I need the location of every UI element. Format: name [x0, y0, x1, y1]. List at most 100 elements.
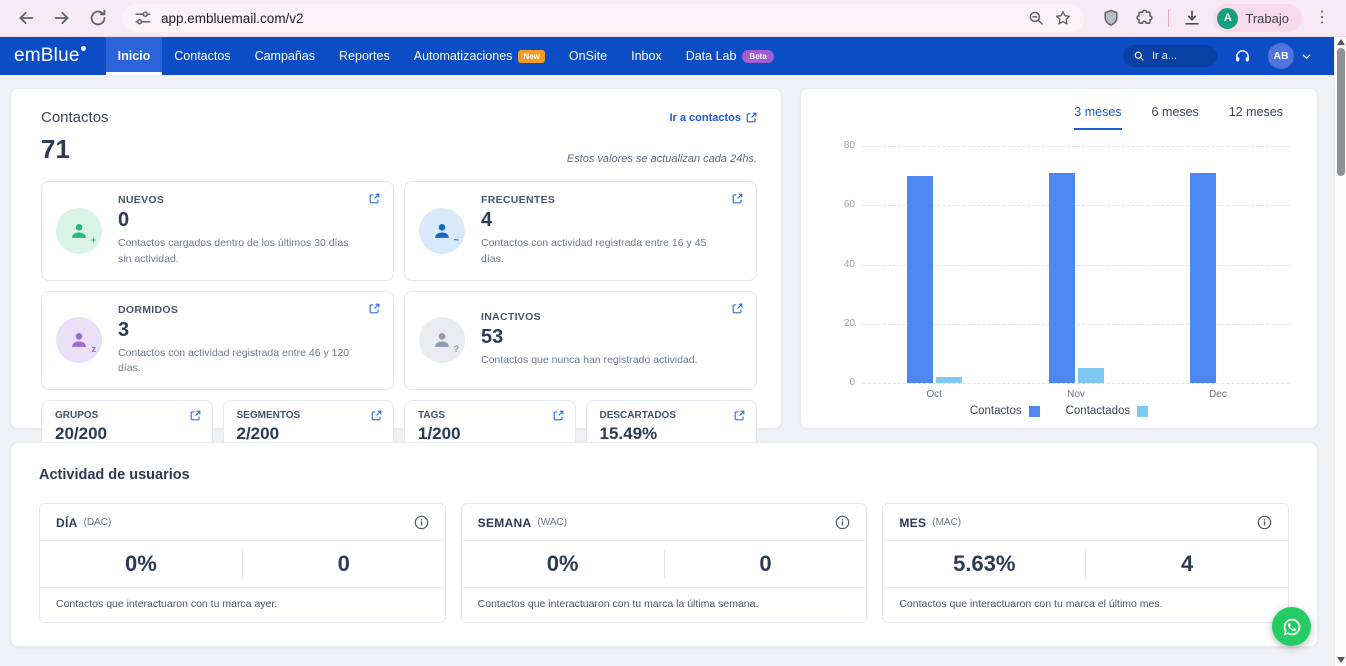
contacts-total: 71	[41, 134, 70, 165]
site-info-icon[interactable]	[134, 9, 152, 27]
user-sleep-icon: z	[56, 317, 102, 363]
nav-tab-datalab[interactable]: Data LabBeta	[674, 37, 786, 75]
activity-title: Actividad de usuarios	[39, 467, 1299, 483]
activity-percent: 5.63%	[883, 551, 1085, 577]
back-icon[interactable]	[15, 7, 37, 29]
activity-count: 0	[665, 551, 867, 577]
global-search-input[interactable]: Ir a...	[1123, 45, 1217, 67]
nav-tabs: Inicio Contactos Campañas Reportes Autom…	[106, 37, 786, 75]
whatsapp-button[interactable]	[1272, 607, 1311, 646]
tab-12-meses[interactable]: 12 meses	[1229, 105, 1283, 130]
tab-6-meses[interactable]: 6 meses	[1152, 105, 1199, 130]
chart-legend: Contactos Contactados	[801, 405, 1317, 417]
bar-contactos-oct	[907, 176, 933, 383]
profile-avatar: A	[1217, 8, 1238, 29]
user-plus-icon: +	[56, 208, 102, 254]
nav-right-group: Ir a... AB	[1123, 37, 1334, 75]
y-tick-label: 20	[825, 318, 855, 329]
address-bar[interactable]: app.embluemail.com/v2	[122, 4, 1084, 32]
nav-tab-contactos[interactable]: Contactos	[162, 37, 242, 75]
nav-tab-reportes[interactable]: Reportes	[327, 37, 402, 75]
card-desc: Contactos con actividad registrada entre…	[481, 236, 726, 268]
contacts-panel-title: Contactos	[41, 109, 109, 126]
legend-swatch	[1029, 406, 1040, 417]
bookmark-star-icon[interactable]	[1054, 9, 1072, 27]
external-link-icon	[746, 112, 757, 123]
extensions-puzzle-icon[interactable]	[1135, 8, 1155, 28]
activity-count: 0	[243, 551, 445, 577]
info-icon[interactable]	[1257, 515, 1272, 530]
update-note: Estos valores se actualizan cada 24hs.	[567, 153, 757, 165]
scrollbar-down-icon[interactable]	[1337, 657, 1345, 663]
support-headset-icon[interactable]	[1234, 48, 1251, 65]
go-to-contacts-link[interactable]: Ir a contactos	[669, 112, 757, 124]
nav-tab-automatizaciones[interactable]: AutomatizacionesNew	[402, 37, 557, 75]
whatsapp-icon	[1281, 616, 1303, 638]
card-label: FRECUENTES	[481, 194, 726, 206]
contacts-chart-panel: 3 meses 6 meses 12 meses 020406080OctNov…	[800, 88, 1318, 429]
browser-profile-chip[interactable]: A Trabajo	[1213, 4, 1302, 32]
bar-contactos-nov	[1049, 173, 1075, 383]
external-link-icon[interactable]	[369, 303, 380, 314]
activity-card-dia: DÍA (DAC) 0% 0 Contactos que interactuar…	[39, 503, 446, 623]
emblue-logo[interactable]: emBlue	[0, 37, 106, 75]
bar-group-dec	[1189, 173, 1247, 383]
user-avatar[interactable]: AB	[1268, 43, 1294, 69]
contacts-panel: Contactos Ir a contactos 71 Estos valore…	[10, 88, 782, 429]
card-value: 4	[481, 209, 726, 232]
external-link-icon[interactable]	[553, 410, 564, 421]
activity-percent: 0%	[40, 551, 242, 577]
external-link-icon[interactable]	[369, 193, 380, 204]
legend-item-contactos[interactable]: Contactos	[970, 405, 1040, 417]
external-link-icon[interactable]	[371, 410, 382, 421]
tab-3-meses[interactable]: 3 meses	[1074, 105, 1121, 130]
gridline	[863, 383, 1289, 384]
scrollbar-thumb[interactable]	[1337, 48, 1345, 176]
page-scrollbar[interactable]	[1334, 37, 1346, 666]
bar-chart-plot: 020406080OctNovDec	[863, 146, 1289, 383]
external-link-icon[interactable]	[190, 410, 201, 421]
legend-swatch	[1137, 406, 1148, 417]
info-icon[interactable]	[835, 515, 850, 530]
chart-range-tabs: 3 meses 6 meses 12 meses	[1074, 105, 1283, 130]
external-link-icon[interactable]	[734, 410, 745, 421]
downloads-icon[interactable]	[1182, 8, 1202, 28]
zoom-out-icon[interactable]	[1027, 9, 1045, 27]
nav-tab-campanas[interactable]: Campañas	[243, 37, 327, 75]
legend-item-contactados[interactable]: Contactados	[1066, 405, 1149, 417]
card-label: NUEVOS	[118, 194, 363, 206]
info-icon[interactable]	[414, 515, 429, 530]
user-activity-panel: Actividad de usuarios DÍA (DAC) 0% 0 Con…	[10, 442, 1318, 647]
external-link-icon[interactable]	[732, 303, 743, 314]
toolbar-divider	[1168, 9, 1169, 27]
reload-icon[interactable]	[87, 7, 109, 29]
nav-tab-inicio[interactable]: Inicio	[106, 37, 163, 75]
card-value: 0	[118, 209, 363, 232]
forward-icon[interactable]	[51, 7, 73, 29]
card-desc: Contactos que nunca han registrado activ…	[481, 353, 698, 369]
card-value: 3	[118, 319, 363, 342]
bar-contactados-oct	[936, 377, 962, 383]
browser-menu-icon[interactable]: ⋮	[1314, 10, 1330, 26]
url-text[interactable]: app.embluemail.com/v2	[161, 11, 304, 26]
nav-tab-onsite[interactable]: OnSite	[557, 37, 619, 75]
search-icon	[1133, 50, 1145, 62]
activity-desc: Contactos que interactuaron con tu marca…	[883, 588, 1288, 622]
activity-card-semana: SEMANA (WAC) 0% 0 Contactos que interact…	[461, 503, 868, 623]
card-label: INACTIVOS	[481, 311, 698, 323]
user-menu[interactable]: AB	[1268, 43, 1312, 69]
activity-count: 4	[1086, 551, 1288, 577]
bar-group-nov	[1047, 173, 1105, 383]
scrollbar-up-icon[interactable]	[1337, 39, 1345, 45]
gridline	[863, 146, 1289, 147]
external-link-icon[interactable]	[732, 193, 743, 204]
chevron-down-icon[interactable]	[1301, 51, 1312, 62]
contact-card-frecuentes: ~ FRECUENTES 4 Contactos con actividad r…	[404, 181, 757, 281]
nav-tab-inbox[interactable]: Inbox	[619, 37, 674, 75]
search-placeholder: Ir a...	[1152, 50, 1177, 62]
y-tick-label: 40	[825, 259, 855, 270]
activity-percent: 0%	[462, 551, 664, 577]
x-tick-label: Nov	[1046, 389, 1106, 400]
x-tick-label: Dec	[1188, 389, 1248, 400]
shield-extension-icon[interactable]	[1101, 8, 1121, 28]
